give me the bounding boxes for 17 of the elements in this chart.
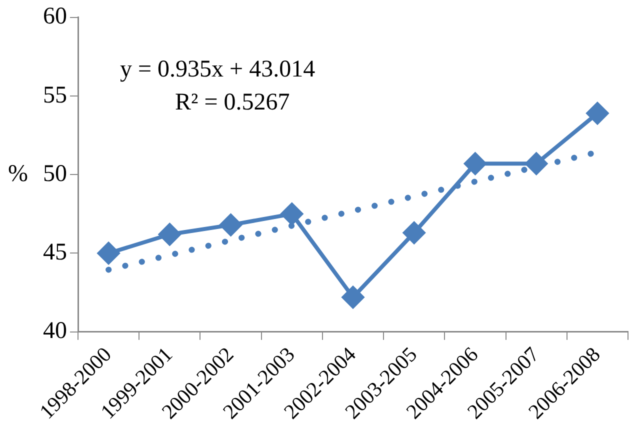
point <box>280 202 303 225</box>
point <box>464 152 486 175</box>
point <box>586 102 608 124</box>
point <box>98 242 120 264</box>
point <box>342 286 364 308</box>
y-tick-label: 50 <box>43 160 67 187</box>
annotation: y = 0.935x + 43.014 <box>120 56 316 83</box>
y-tick-label: 40 <box>43 318 67 344</box>
y-tick-label: 60 <box>43 4 67 30</box>
y-axis-title: % <box>8 160 28 187</box>
y-tick-label: 55 <box>43 82 67 108</box>
point <box>403 222 426 244</box>
point <box>158 223 181 246</box>
point <box>220 214 242 236</box>
annotation: R² = 0.5267 <box>175 90 290 116</box>
y-tick-label: 45 <box>43 240 67 266</box>
point <box>525 152 548 175</box>
